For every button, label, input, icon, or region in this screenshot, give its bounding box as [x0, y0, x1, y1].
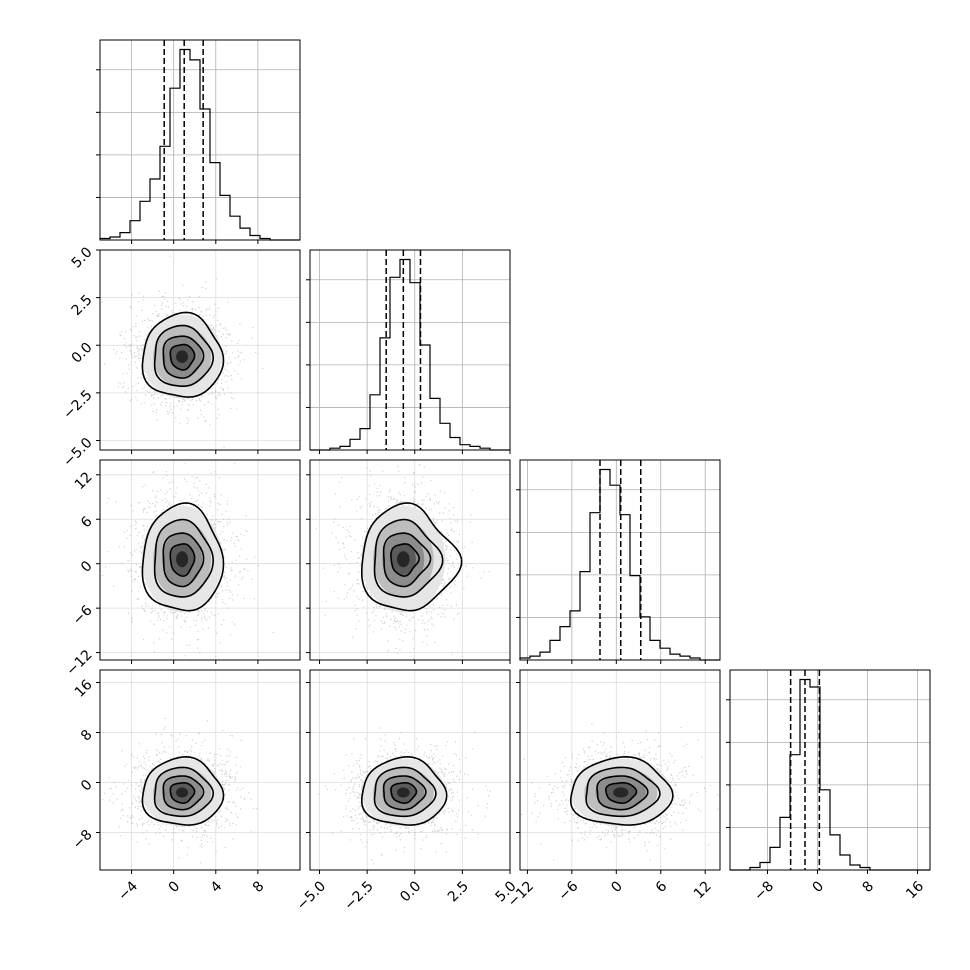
- x-tick-label: 0: [809, 878, 827, 896]
- contour-line: [390, 782, 418, 805]
- density-shade: [397, 551, 410, 568]
- x-tick-label: 0.0: [397, 878, 424, 905]
- panel-frame: [309, 459, 511, 661]
- y-tick-label: −5.0: [60, 435, 95, 470]
- density-panel-2-0: [96, 459, 301, 664]
- y-tick-label: 6: [78, 514, 96, 532]
- contour-line: [162, 335, 205, 379]
- panel-frame: [99, 669, 301, 871]
- y-tick-label: 2.5: [69, 292, 96, 319]
- x-tick-label: 8: [859, 878, 877, 896]
- y-tick-label: −12: [63, 647, 95, 679]
- x-tick-label: −5.0: [294, 878, 329, 913]
- x-tick-label: 6: [653, 878, 671, 896]
- density-shade: [176, 787, 189, 798]
- x-tick-label: 0: [166, 878, 184, 896]
- density-shade: [613, 787, 629, 798]
- y-tick-label: 8: [78, 727, 96, 745]
- contour-line: [361, 755, 448, 826]
- contour-line: [570, 755, 674, 826]
- x-tick-label: −8: [751, 878, 777, 904]
- hist-frame: [309, 249, 511, 451]
- hist-step-0: [99, 48, 300, 241]
- contour-line: [585, 766, 661, 818]
- contour-line: [390, 543, 420, 577]
- hist-frame: [729, 669, 931, 871]
- hist-panel-2: [516, 459, 721, 664]
- contour-line: [153, 324, 214, 387]
- x-tick-label: −6: [556, 878, 582, 904]
- contour-line: [169, 543, 196, 577]
- scatter-points: [101, 717, 258, 864]
- y-tick-label: −8: [70, 827, 96, 853]
- contour-line: [382, 775, 427, 811]
- x-tick-label: 12: [691, 878, 715, 902]
- contour-line: [162, 532, 205, 588]
- panel-frame: [519, 669, 721, 871]
- x-tick-label: 4: [208, 878, 226, 896]
- panel-frame: [99, 249, 301, 451]
- x-tick-label: −4: [115, 878, 141, 904]
- contour-line: [373, 766, 437, 818]
- x-tick-label: 0: [608, 878, 626, 896]
- contour-line: [141, 755, 225, 826]
- y-tick-label: 16: [72, 677, 96, 701]
- contour-line: [162, 775, 205, 811]
- contour-line: [361, 502, 463, 612]
- scatter-points: [318, 727, 491, 865]
- contour-line: [153, 518, 214, 598]
- hist-panel-3: [726, 669, 931, 874]
- contour-line: [141, 502, 225, 612]
- hist-frame: [99, 39, 301, 241]
- contour-line: [382, 532, 432, 588]
- density-panel-1-0: [96, 249, 301, 454]
- contour-line: [605, 782, 638, 805]
- hist-step-3: [730, 678, 930, 871]
- y-tick-label: 12: [72, 469, 96, 493]
- y-tick-label: 5.0: [69, 244, 96, 271]
- density-shade: [176, 350, 189, 363]
- panel-frame: [99, 459, 301, 661]
- density-panel-3-0: [96, 669, 301, 874]
- hist-step-1: [310, 258, 510, 451]
- x-tick-label: 8: [250, 878, 268, 896]
- density-panel-2-1: [306, 459, 511, 664]
- hist-step-2: [519, 468, 720, 661]
- x-tick-label: −2.5: [341, 878, 376, 913]
- x-tick-label: 16: [903, 878, 927, 902]
- contour-line: [153, 766, 214, 818]
- density-panel-3-2: [516, 669, 721, 874]
- contour-line: [169, 343, 196, 371]
- x-tick-label: 2.5: [445, 878, 472, 905]
- panel-frame: [309, 669, 511, 871]
- density-shade: [176, 551, 189, 568]
- hist-panel-1: [306, 249, 511, 454]
- hist-panel-0: [96, 39, 301, 244]
- y-tick-label: 0: [78, 558, 96, 576]
- y-tick-label: −2.5: [60, 387, 95, 422]
- y-tick-label: 0.0: [69, 340, 96, 367]
- y-tick-label: 0: [78, 777, 96, 795]
- y-tick-label: −6: [70, 602, 96, 628]
- contour-line: [141, 311, 225, 398]
- contour-line: [596, 775, 649, 811]
- contour-line: [169, 782, 196, 805]
- contour-line: [373, 518, 444, 598]
- density-panel-3-1: [306, 669, 511, 874]
- density-shade: [397, 787, 410, 798]
